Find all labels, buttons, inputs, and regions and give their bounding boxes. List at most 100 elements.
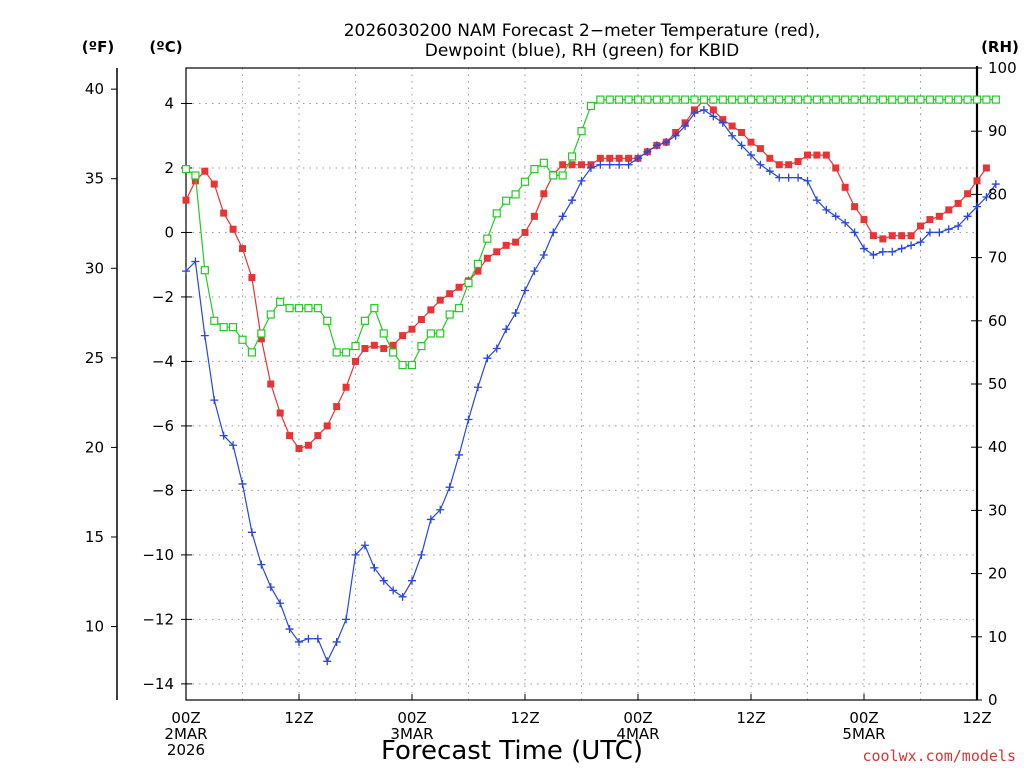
rh-point — [304, 304, 313, 313]
rh-point — [737, 95, 746, 104]
rh-point — [219, 323, 228, 332]
rh-tick-label: 90 — [988, 122, 1007, 140]
temperature-point — [399, 332, 407, 340]
temperature-point — [785, 161, 793, 169]
rh-point — [417, 341, 426, 351]
axes — [111, 66, 982, 701]
celsius-tick-label: −10 — [142, 546, 174, 564]
rh-point — [558, 171, 567, 180]
rh-point — [436, 329, 445, 338]
x-tick-label: 12Z — [736, 709, 765, 727]
dewpoint-point — [991, 180, 1000, 189]
temperature-point — [728, 122, 736, 130]
x-tick-label: 4MAR — [616, 725, 659, 743]
rh-point — [567, 152, 577, 161]
gridlines — [186, 68, 977, 700]
rh-tick-label: 80 — [988, 185, 1007, 203]
rh-point — [483, 234, 492, 243]
temperature-point — [964, 190, 972, 198]
rh-point — [982, 95, 991, 104]
celsius-tick-label: 0 — [164, 223, 174, 241]
temperature-point — [935, 212, 943, 220]
dewpoint-point — [634, 154, 642, 163]
rh-point — [822, 95, 831, 104]
dewpoint-point — [511, 309, 520, 318]
rh-point — [266, 310, 275, 319]
rh-tick-label: 20 — [988, 565, 1007, 583]
temperature-point — [512, 238, 520, 246]
dewpoint-point — [973, 202, 981, 211]
celsius-tick-label: −4 — [152, 352, 174, 370]
temperature-point — [370, 341, 378, 349]
dewpoint-point — [342, 615, 351, 624]
dewpoint-point — [775, 173, 784, 182]
celsius-tick-label: −14 — [142, 675, 174, 693]
rh-point — [191, 171, 200, 180]
rh-point — [370, 304, 379, 313]
temperature-point — [860, 216, 868, 224]
rh-point — [803, 95, 812, 104]
temperature-point — [813, 151, 821, 159]
rh-point — [200, 266, 209, 275]
rh-point — [991, 95, 1000, 104]
temperature-point — [220, 209, 228, 217]
dewpoint-point — [530, 267, 539, 276]
celsius-tick-label: 4 — [164, 94, 174, 112]
dewpoint-point — [916, 238, 925, 247]
rh-point — [954, 95, 963, 104]
dewpoint-point — [200, 331, 209, 340]
rh-point — [972, 95, 982, 104]
temperature-point — [389, 341, 397, 349]
dewpoint-point — [652, 141, 661, 150]
dewpoint-point — [615, 160, 624, 169]
dewpoint-point — [897, 244, 906, 253]
x-tick-label: 00Z — [397, 709, 426, 727]
temperature-point — [210, 180, 218, 188]
celsius-tick-label: −12 — [142, 610, 174, 628]
rh-point — [473, 259, 483, 269]
temperature-point — [257, 335, 265, 343]
x-tick-label: 3MAR — [390, 725, 433, 743]
rh-point — [464, 278, 473, 287]
dewpoint-point — [266, 583, 275, 592]
temperature-point — [201, 167, 209, 175]
dewpoint-point — [370, 563, 379, 572]
rh-point — [643, 95, 652, 104]
x-tick-label: 12Z — [962, 709, 991, 727]
dewpoint-line — [185, 109, 997, 663]
rh-tick-label: 70 — [988, 249, 1007, 267]
fahrenheit-tick-label: 15 — [85, 528, 104, 546]
dewpoint-point — [408, 576, 416, 585]
rh-point — [671, 95, 680, 104]
fahrenheit-unit-label: (ºF) — [82, 38, 114, 56]
temperature-point — [606, 154, 614, 162]
rh-point — [379, 329, 388, 338]
temperature-point — [879, 235, 887, 243]
fahrenheit-tick-label: 25 — [85, 349, 104, 367]
rh-point — [539, 158, 548, 167]
dewpoint-point — [549, 228, 558, 237]
temperature-point — [888, 232, 896, 240]
rh-point — [323, 316, 332, 325]
dewpoint-point — [276, 599, 285, 608]
dewpoint-point — [558, 212, 567, 221]
dewpoint-point — [596, 160, 605, 169]
temperature-point — [917, 222, 924, 230]
dewpoint-point — [643, 147, 652, 156]
rh-point — [944, 95, 953, 104]
dewpoint-point — [257, 560, 266, 569]
dewpoint-point — [878, 247, 887, 256]
dewpoint-point — [473, 383, 482, 392]
temperature-point — [417, 316, 425, 324]
dewpoint-point — [521, 286, 529, 295]
series-layer — [181, 95, 1000, 666]
dewpoint-point — [935, 228, 944, 237]
temperature-point — [596, 154, 604, 162]
rh-point — [341, 348, 351, 357]
rh-point — [389, 348, 398, 357]
rh-point — [662, 95, 671, 104]
dewpoint-point — [436, 505, 445, 514]
dewpoint-point — [718, 118, 727, 127]
temperature-point — [841, 183, 849, 191]
dewpoint-point — [464, 415, 473, 424]
